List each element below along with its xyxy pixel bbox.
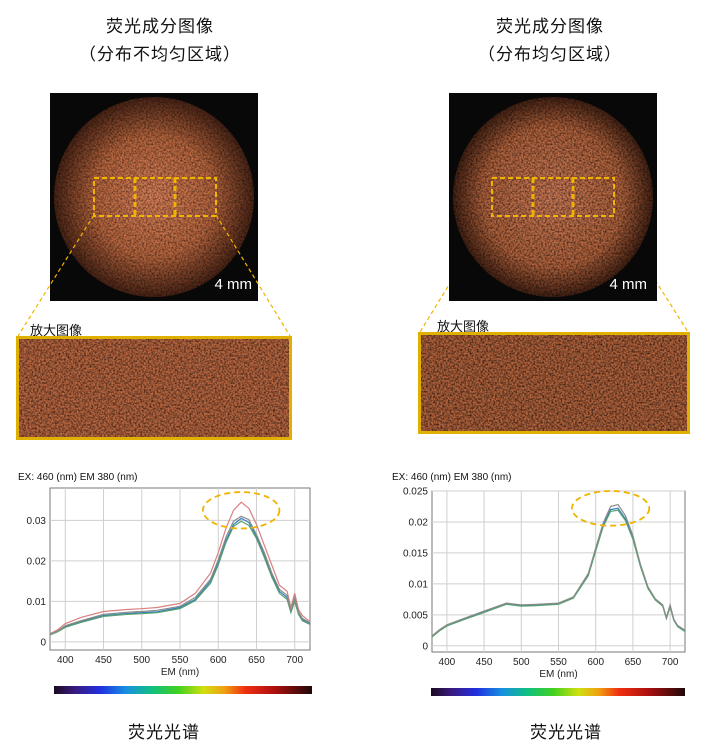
right-chart-series-gray bbox=[431, 503, 686, 637]
right-scale-label: 4 mm bbox=[609, 276, 648, 293]
left-chart-ytick-label: 0 bbox=[40, 637, 46, 648]
right-chart-xtick-label: 450 bbox=[476, 657, 493, 668]
left-zoom-label: 放大图像 bbox=[30, 324, 83, 339]
right-zoom-label: 放大图像 bbox=[437, 320, 490, 335]
left-chart-peak-highlight bbox=[202, 491, 281, 530]
right-chart-xlabel: EM (nm) bbox=[539, 669, 577, 680]
right-chart-ytick-label: 0.025 bbox=[403, 487, 428, 498]
right-spectrum-header: EX: 460 (nm) EM 380 (nm) bbox=[392, 472, 512, 483]
right-chart-ytick-label: 0.005 bbox=[403, 610, 428, 621]
right-fluorescence-image: 4 mm bbox=[449, 93, 657, 301]
right-zoom-image bbox=[418, 332, 690, 434]
right-title-line2: （分布均匀区域） bbox=[478, 45, 622, 65]
right-chart-xtick-label: 600 bbox=[587, 657, 604, 668]
left-chart-series-green bbox=[49, 520, 311, 636]
left-chart-ytick-label: 0.03 bbox=[27, 516, 47, 527]
right-color-bar bbox=[431, 688, 685, 696]
right-chart-xtick-label: 500 bbox=[513, 657, 530, 668]
left-chart-xtick-label: 500 bbox=[133, 655, 150, 666]
left-chart-xtick-label: 550 bbox=[172, 655, 189, 666]
right-title-line1: 荧光成分图像 bbox=[496, 17, 604, 37]
left-chart-xtick-label: 400 bbox=[57, 655, 74, 666]
right-spectrum-chart: 400 450 500 550 600 650 700 0 0.005 0.01 0.015 0.02… bbox=[403, 487, 686, 680]
right-chart-xtick-label: 700 bbox=[662, 657, 679, 668]
left-spectrum-title: 荧光光谱 bbox=[128, 723, 200, 743]
left-chart-xtick-label: 450 bbox=[95, 655, 112, 666]
right-chart-ytick-label: 0.015 bbox=[403, 548, 428, 559]
left-chart-ytick-label: 0.02 bbox=[27, 556, 47, 567]
left-spectrum-chart: 400 450 500 550 600 650 700 0 0.01 0.02 0.03 EM (nm… bbox=[27, 487, 311, 678]
right-chart-ytick-label: 0.01 bbox=[409, 579, 429, 590]
left-chart-xtick-label: 700 bbox=[286, 655, 303, 666]
right-chart-ytick-label: 0.02 bbox=[409, 517, 429, 528]
left-roi-box bbox=[93, 177, 217, 217]
left-chart-series-red bbox=[49, 501, 311, 635]
right-chart-xtick-label: 400 bbox=[439, 657, 456, 668]
left-chart-xlabel: EM (nm) bbox=[161, 667, 199, 678]
left-chart-ytick-label: 0.01 bbox=[27, 597, 47, 608]
right-chart-xtick-label: 650 bbox=[625, 657, 642, 668]
left-spectrum-header: EX: 460 (nm) EM 380 (nm) bbox=[18, 472, 138, 483]
left-title-line2: （分布不均匀区域） bbox=[79, 45, 241, 65]
left-fluorescence-image: 4 mm bbox=[50, 93, 258, 301]
right-chart-ytick-label: 0 bbox=[422, 641, 428, 652]
right-roi-box bbox=[491, 177, 615, 217]
left-color-bar bbox=[54, 686, 312, 694]
left-chart-xtick-label: 600 bbox=[210, 655, 227, 666]
left-chart-xtick-label: 650 bbox=[248, 655, 265, 666]
right-chart-peak-highlight bbox=[570, 490, 651, 527]
right-spectrum-title: 荧光光谱 bbox=[530, 723, 602, 743]
right-chart-xtick-label: 550 bbox=[550, 657, 567, 668]
left-zoom-image bbox=[16, 336, 292, 440]
left-title-line1: 荧光成分图像 bbox=[106, 17, 214, 37]
left-scale-label: 4 mm bbox=[214, 276, 253, 293]
left-chart-series-gray bbox=[49, 515, 311, 635]
